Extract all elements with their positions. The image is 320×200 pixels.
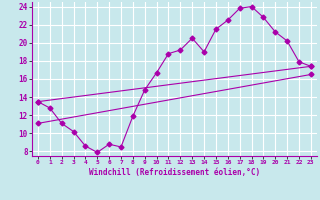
X-axis label: Windchill (Refroidissement éolien,°C): Windchill (Refroidissement éolien,°C) — [89, 168, 260, 177]
